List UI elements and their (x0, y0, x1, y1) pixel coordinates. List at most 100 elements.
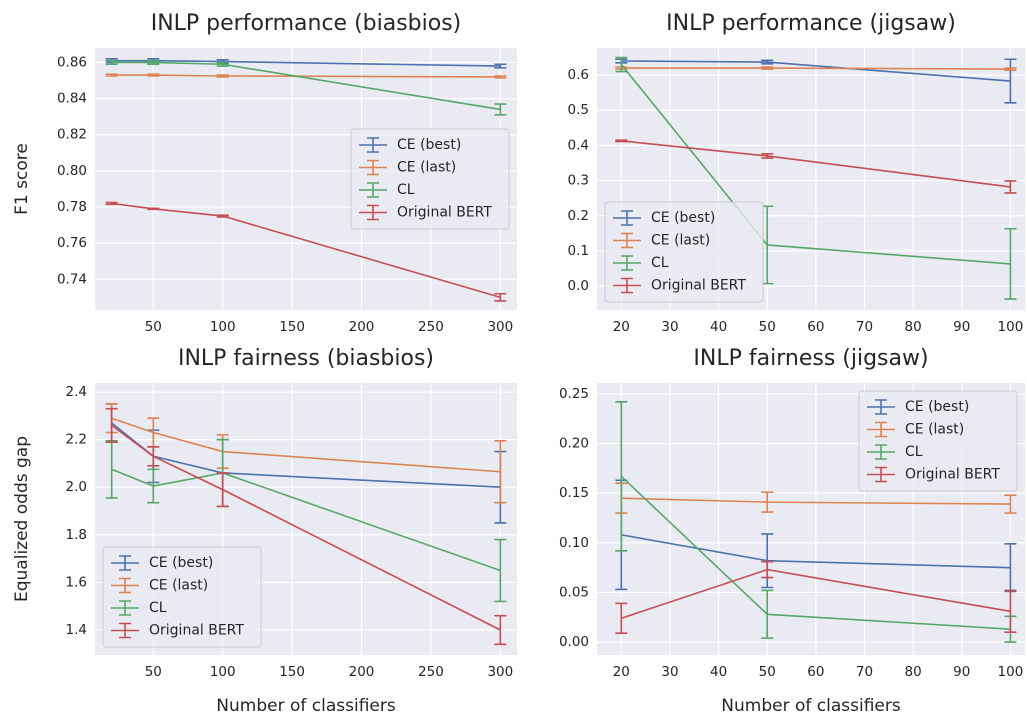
y-tick-label: 0.05 (559, 584, 589, 600)
y-tick-label: 1.8 (66, 527, 87, 543)
chart-title: INLP fairness (jigsaw) (693, 346, 928, 371)
error-bar (1004, 58, 1017, 104)
x-tick-label: 50 (145, 319, 162, 335)
series-line (111, 468, 501, 572)
chart-title: INLP performance (jigsaw) (666, 11, 956, 36)
x-tick-label: 300 (487, 319, 513, 335)
y-tick-label: 2.2 (66, 432, 87, 448)
error-bar (494, 292, 507, 302)
x-tick-label: 100 (998, 664, 1024, 680)
x-tick-label: 60 (807, 664, 824, 680)
legend-swatch (613, 277, 641, 294)
chart-title: INLP fairness (biasbios) (178, 346, 434, 371)
error-bar (761, 153, 774, 159)
y-tick-label: 0.10 (559, 535, 589, 551)
y-tick-label: 0.84 (57, 91, 87, 107)
legend-label: CE (best) (905, 399, 969, 415)
legend-label: Original BERT (397, 205, 492, 221)
legend-swatch (359, 159, 387, 176)
error-bar (105, 59, 118, 66)
y-tick-label: 0.78 (57, 199, 87, 215)
legend-swatch (111, 622, 139, 639)
error-bar (761, 533, 774, 589)
error-bar (1004, 494, 1017, 514)
y-tick-label: 1.6 (66, 574, 87, 590)
x-tick-label: 300 (487, 664, 513, 680)
error-bar (1004, 180, 1017, 194)
error-bar (761, 560, 774, 579)
y-tick-label: 0.80 (57, 163, 87, 179)
legend-box (102, 546, 262, 648)
y-tick-label: 0.86 (57, 54, 87, 70)
legend-swatch (359, 137, 387, 153)
error-bar (615, 401, 628, 552)
legend-label: CE (last) (651, 233, 710, 249)
error-bar (761, 589, 774, 639)
error-bar (216, 472, 229, 508)
series-line (111, 59, 501, 67)
legend-swatch (867, 399, 895, 415)
legend-label: CE (best) (149, 555, 213, 571)
legend-swatch (359, 204, 387, 221)
series-line (111, 61, 501, 111)
error-bar (1004, 67, 1017, 71)
error-bar (494, 614, 507, 646)
x-tick-label: 80 (905, 319, 922, 335)
x-tick-label: 100 (998, 319, 1024, 335)
legend-swatch (359, 182, 387, 198)
legend-swatch (867, 421, 895, 438)
legend-swatch (867, 444, 895, 460)
x-tick-label: 30 (661, 664, 678, 680)
x-tick-label: 100 (210, 319, 236, 335)
y-tick-label: 0.82 (57, 127, 87, 143)
legend-label: CE (best) (397, 137, 461, 153)
y-tick-label: 2.0 (66, 479, 87, 495)
legend-swatch (111, 555, 139, 571)
x-tick-label: 60 (807, 319, 824, 335)
error-bar (494, 63, 507, 69)
error-bar (147, 73, 160, 77)
series-line (111, 422, 501, 489)
x-tick-label: 150 (279, 319, 305, 335)
y-axis-label: F1 score (12, 143, 32, 215)
legend-swatch (111, 577, 139, 594)
y-tick-label: 0.20 (559, 436, 589, 452)
legend-box (858, 390, 1018, 492)
y-tick-label: 1.4 (66, 622, 87, 638)
legend-label: CE (last) (397, 160, 456, 176)
x-tick-label: 80 (905, 664, 922, 680)
x-tick-label: 90 (953, 319, 970, 335)
y-tick-label: 0.0 (568, 278, 589, 294)
series-line (111, 74, 501, 78)
y-tick-label: 0.25 (559, 386, 589, 402)
x-axis-label: Number of classifiers (216, 696, 396, 716)
x-tick-label: 250 (418, 319, 444, 335)
legend-label: CE (last) (905, 422, 964, 438)
error-bar (615, 56, 628, 73)
error-bar (494, 75, 507, 79)
legend-box (604, 201, 764, 303)
error-bar (216, 61, 229, 67)
series-line (111, 202, 501, 299)
legend-label: CL (651, 255, 669, 271)
series-line (111, 424, 501, 631)
y-tick-label: 0.15 (559, 485, 589, 501)
legend-swatch (111, 600, 139, 616)
error-bar (1004, 227, 1017, 300)
error-bar (105, 73, 118, 77)
y-tick-label: 0.3 (568, 173, 589, 189)
y-tick-label: 0.00 (559, 634, 589, 650)
error-bar (761, 491, 774, 513)
x-tick-label: 90 (953, 664, 970, 680)
error-bar (494, 538, 507, 603)
error-bar (494, 103, 507, 116)
x-tick-label: 50 (759, 664, 776, 680)
error-bar (147, 445, 160, 467)
x-tick-label: 20 (613, 664, 630, 680)
error-bar (147, 207, 160, 211)
error-bar (1004, 589, 1017, 633)
legend-swatch (613, 255, 641, 271)
series-line (111, 417, 501, 473)
